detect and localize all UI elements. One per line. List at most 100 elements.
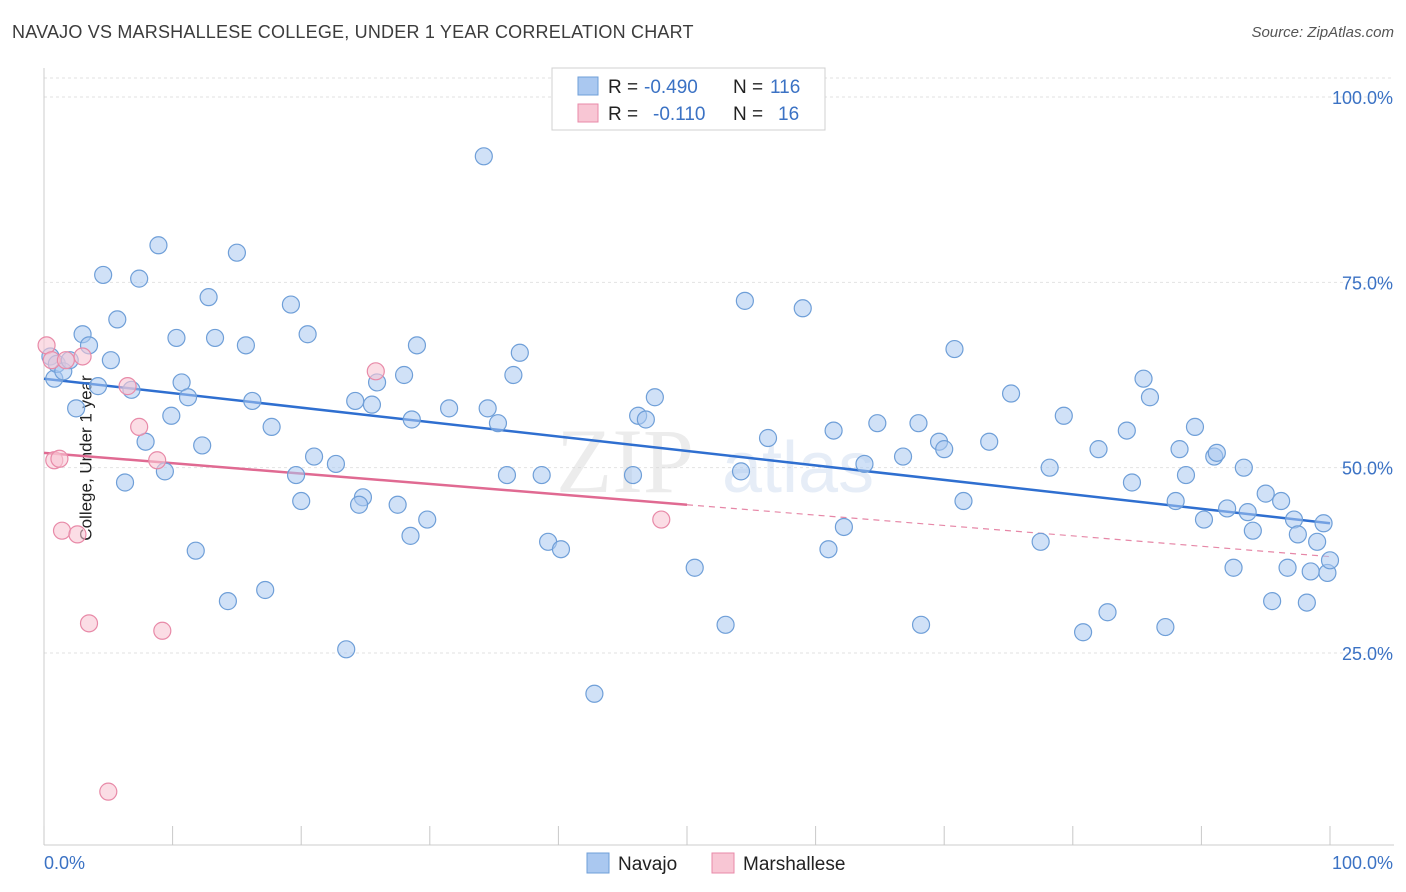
- navajo-point: [834, 517, 853, 537]
- navajo-point: [394, 365, 414, 385]
- navajo-point: [1314, 514, 1333, 533]
- navajo-point: [1284, 510, 1304, 529]
- navajo-point: [1156, 617, 1175, 637]
- navajo-point: [474, 147, 493, 166]
- navajo-point: [292, 491, 311, 511]
- navajo-point: [893, 447, 913, 466]
- navajo-point: [193, 436, 212, 455]
- navajo-point: [286, 465, 306, 485]
- navajo-point: [685, 558, 704, 577]
- legend-bottom-navajo-swatch: [586, 852, 610, 874]
- legend-bottom-marshallese-swatch: [711, 852, 735, 874]
- navajo-point: [1031, 532, 1050, 551]
- marshallese-point: [148, 451, 167, 470]
- navajo-point: [304, 447, 324, 466]
- marshallese-point: [130, 417, 149, 436]
- navajo-point: [623, 465, 643, 485]
- legend-marshallese-n-label: N =: [733, 104, 763, 125]
- navajo-point: [439, 399, 459, 418]
- navajo-point: [1170, 440, 1189, 459]
- navajo-point: [1243, 521, 1262, 540]
- legend-marshallese-r-label: R =: [608, 104, 638, 125]
- navajo-point: [1320, 551, 1340, 570]
- navajo-point: [1194, 510, 1214, 529]
- navajo-point: [67, 399, 86, 418]
- navajo-point: [218, 592, 237, 611]
- legend-marshallese-r-value: -0.110: [653, 104, 705, 125]
- navajo-point: [402, 410, 421, 429]
- navajo-point: [1089, 440, 1108, 459]
- navajo-point: [115, 473, 135, 492]
- navajo-point: [281, 295, 301, 314]
- navajo-point: [1054, 406, 1073, 425]
- navajo-point: [88, 377, 108, 396]
- tick-labels: 25.0% 50.0% 75.0% 100.0% 0.0% 100.0%: [43, 88, 1393, 873]
- navajo-point: [716, 615, 735, 634]
- navajo-point: [236, 336, 256, 355]
- navajo-point: [1166, 491, 1185, 511]
- navajo-point: [130, 269, 149, 288]
- navajo-point: [178, 388, 198, 407]
- navajo-point: [1176, 465, 1196, 485]
- navajo-point: [401, 526, 420, 545]
- navajo-point: [504, 365, 523, 385]
- marshallese-point: [99, 782, 118, 801]
- grid-lines: [44, 77, 1394, 654]
- navajo-point: [337, 640, 356, 659]
- navajo-point: [819, 540, 838, 559]
- navajo-point: [1207, 443, 1226, 462]
- y-tick-label: 25.0%: [1342, 644, 1393, 664]
- data-points: [37, 147, 1340, 801]
- marshallese-point: [366, 362, 385, 381]
- navajo-point: [1224, 558, 1243, 577]
- navajo-point: [1272, 491, 1291, 511]
- navajo-point: [1001, 384, 1021, 403]
- navajo-point: [1140, 388, 1160, 407]
- marshallese-point: [652, 510, 671, 529]
- marshallese-point: [73, 347, 92, 366]
- y-tick-label: 50.0%: [1342, 459, 1393, 479]
- navajo-point: [162, 406, 181, 425]
- navajo-point: [758, 428, 778, 448]
- navajo-point: [954, 491, 973, 511]
- navajo-point: [298, 325, 317, 344]
- legend-marshallese-n-value: 16: [778, 104, 799, 125]
- navajo-point: [346, 391, 365, 411]
- navajo-point: [1040, 458, 1059, 477]
- chart-title: NAVAJO VS MARSHALLESE COLLEGE, UNDER 1 Y…: [12, 22, 694, 42]
- navajo-point: [205, 328, 225, 348]
- navajo-point: [945, 339, 964, 359]
- navajo-point: [510, 343, 529, 362]
- navajo-point: [1278, 558, 1297, 577]
- navajo-point: [243, 391, 262, 411]
- navajo-point: [1185, 417, 1205, 436]
- y-tick-label: 75.0%: [1342, 273, 1393, 293]
- navajo-point: [980, 432, 999, 451]
- y-tick-label: 100.0%: [1332, 88, 1393, 108]
- navajo-point: [1301, 562, 1320, 581]
- navajo-point: [186, 541, 205, 560]
- navajo-point: [101, 351, 120, 370]
- navajo-point: [478, 399, 497, 418]
- legend-bottom-navajo-label: Navajo: [618, 854, 677, 875]
- x-tick-label: 0.0%: [44, 853, 85, 873]
- navajo-point: [108, 310, 127, 329]
- navajo-point: [1218, 499, 1237, 518]
- navajo-point: [1117, 421, 1136, 440]
- legend-top: R = -0.490 N = 116 R = -0.110 N = 16: [551, 67, 826, 131]
- navajo-point: [1256, 484, 1275, 503]
- marshallese-point: [118, 377, 137, 396]
- legend-navajo-n-label: N =: [733, 77, 763, 98]
- navajo-point: [551, 540, 571, 559]
- navajo-point: [868, 414, 887, 433]
- navajo-point: [1238, 503, 1257, 522]
- navajo-point: [793, 299, 812, 318]
- navajo-point: [636, 410, 655, 429]
- navajo-point: [407, 336, 427, 355]
- navajo-point: [585, 684, 604, 703]
- navajo-point: [1288, 525, 1307, 544]
- marshallese-trend-extension: [686, 504, 1331, 558]
- navajo-point: [326, 454, 346, 474]
- navajo-point: [149, 236, 168, 255]
